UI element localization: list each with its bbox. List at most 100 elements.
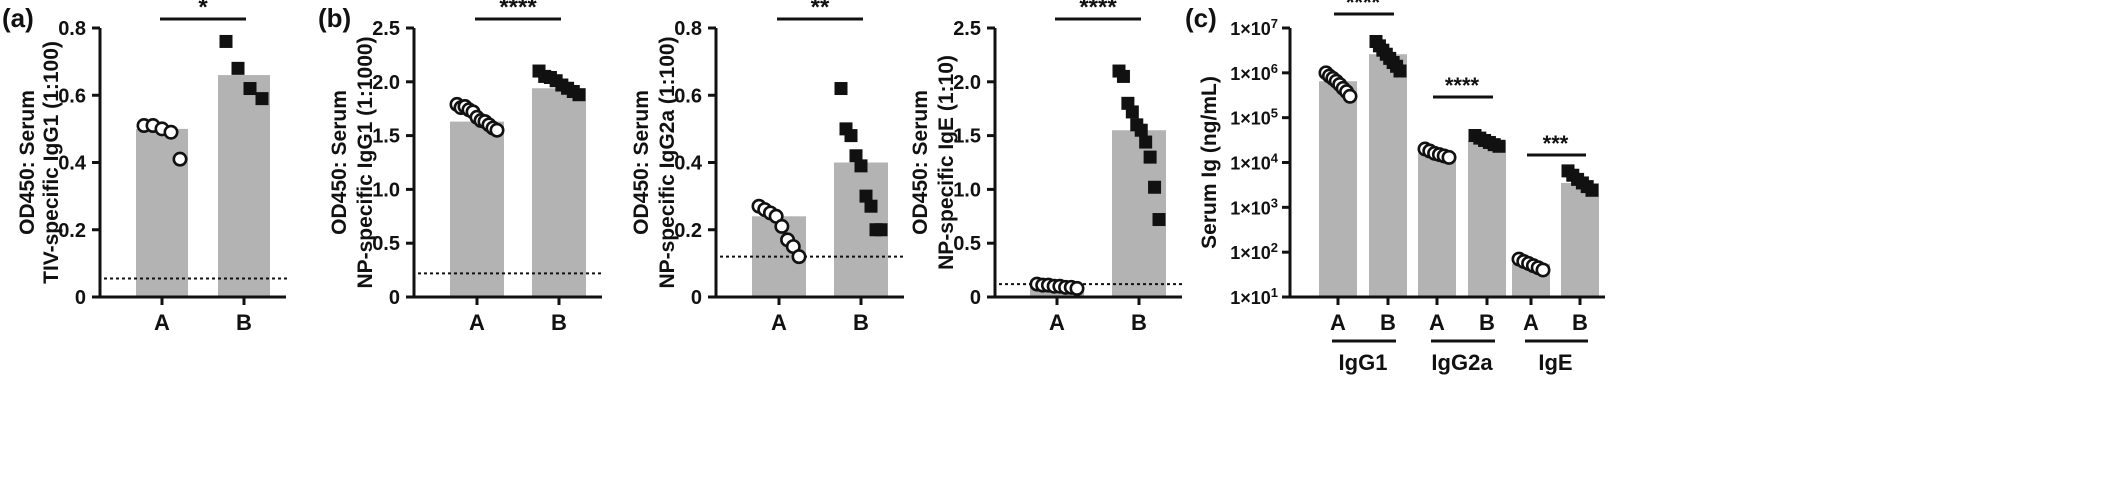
chart-a: 0 0.2 0.4 0.6 0.8 A B OD450: Serum TIV-specific … xyxy=(16,0,290,335)
data-point xyxy=(864,199,878,213)
data-point xyxy=(1393,64,1407,78)
panel-label-b: (b) xyxy=(318,3,352,33)
data-point xyxy=(849,149,863,163)
x-tick-label: B xyxy=(1479,310,1495,335)
bar-A xyxy=(450,121,504,297)
group-label: IgE xyxy=(1538,350,1572,375)
y-tick-label: 0 xyxy=(75,287,86,309)
y-axis-label: Serum Ig (ng/mL) xyxy=(1198,76,1221,249)
bar-B xyxy=(218,75,270,297)
y-axis-label: OD450: Serum xyxy=(630,90,653,235)
y-tick-label: 0.2 xyxy=(58,220,86,242)
x-tick-label: B xyxy=(1380,310,1396,335)
data-point xyxy=(489,122,505,138)
y-tick-label: 1×107 xyxy=(1230,16,1278,39)
data-point xyxy=(844,129,858,143)
y-tick-label: 1×104 xyxy=(1230,151,1279,174)
y-tick-label: 0.5 xyxy=(953,233,981,255)
x-tick-label: A xyxy=(1049,310,1065,335)
data-point xyxy=(1125,105,1139,119)
y-tick-label: 1×105 xyxy=(1230,106,1278,129)
data-point xyxy=(1441,149,1457,165)
x-tick-label: A xyxy=(1429,310,1445,335)
y-tick-label: 1×106 xyxy=(1230,61,1278,84)
y-tick-label: 1.0 xyxy=(372,179,400,201)
data-point xyxy=(1134,123,1148,137)
x-tick-label: B xyxy=(1131,310,1147,335)
chart-c-log: 1×101 1×102 1×103 1×104 1×105 1×106 1×107 Serum… xyxy=(1198,0,1605,375)
chart-b-ige: 0 0.5 1.0 1.5 2.0 2.5 A B OD450: Serum NP-specifi… xyxy=(909,0,1185,335)
data-point xyxy=(1342,88,1358,104)
y-axis-label: NP-specific IgG1 (1:1000) xyxy=(354,36,377,288)
x-tick-label: A xyxy=(154,310,170,335)
y-tick-label: 0.4 xyxy=(58,153,87,175)
data-point xyxy=(219,34,233,48)
y-tick-label: 0 xyxy=(389,287,400,309)
x-tick-label: A xyxy=(1330,310,1346,335)
significance-label: **** xyxy=(499,0,537,21)
y-axis-label: OD450: Serum xyxy=(330,90,351,235)
y-tick-label: 2.5 xyxy=(372,18,400,40)
y-axis-label: OD450: Serum xyxy=(909,90,932,235)
y-tick-label: 2.5 xyxy=(953,18,981,40)
data-point xyxy=(1139,135,1153,149)
group-label: IgG2a xyxy=(1431,350,1493,375)
y-tick-label: 0 xyxy=(691,287,702,309)
y-tick-label: 1.5 xyxy=(372,126,400,148)
x-tick-label: A xyxy=(771,310,787,335)
data-point xyxy=(1152,213,1166,227)
bar-A xyxy=(1418,153,1456,297)
data-point xyxy=(231,61,245,75)
data-point xyxy=(1116,69,1130,83)
y-tick-label: 1.0 xyxy=(953,179,981,201)
data-point xyxy=(172,151,188,167)
data-point xyxy=(854,159,868,173)
data-point xyxy=(255,92,269,106)
y-axis-label: TIV-specific IgG1 (1:100) xyxy=(40,41,63,284)
x-tick-label: B xyxy=(236,310,252,335)
data-point xyxy=(1492,139,1506,153)
data-point xyxy=(163,124,179,140)
y-tick-label: 0 xyxy=(970,287,981,309)
x-tick-label: A xyxy=(469,310,485,335)
data-point xyxy=(1069,280,1085,296)
data-point xyxy=(1143,150,1157,164)
data-point xyxy=(874,223,888,237)
significance-label: **** xyxy=(1346,0,1381,15)
y-tick-label: 0.8 xyxy=(58,18,86,40)
significance-label: *** xyxy=(1543,131,1569,156)
chart-b-igg2a: 0 0.2 0.4 0.6 0.8 A B OD450: Serum NP-specific I… xyxy=(630,0,906,335)
y-axis-label: NP-specific IgG2a (1:100) xyxy=(656,36,679,288)
x-tick-label: B xyxy=(1572,310,1588,335)
data-point xyxy=(834,82,848,96)
y-tick-label: 0.4 xyxy=(674,153,703,175)
y-tick-label: 1×101 xyxy=(1230,285,1278,308)
x-tick-label: B xyxy=(853,310,869,335)
significance-label: **** xyxy=(1445,73,1480,98)
bar-B xyxy=(1369,54,1407,297)
data-point xyxy=(1535,262,1551,278)
significance-label: ** xyxy=(811,0,830,21)
y-tick-label: 0.6 xyxy=(674,85,702,107)
significance-label: **** xyxy=(1079,0,1117,21)
panel-label-c: (c) xyxy=(1185,3,1217,33)
x-tick-label: A xyxy=(1523,310,1539,335)
data-point xyxy=(243,82,257,96)
data-point xyxy=(859,189,873,203)
chart-b-igg1: 0 0.5 1.0 1.5 2.0 2.5 A B OD450: Serum NP-specifi… xyxy=(330,0,604,335)
x-tick-label: B xyxy=(551,310,567,335)
y-axis-label: NP-specific IgE (1:10) xyxy=(935,55,958,270)
y-tick-label: 1×102 xyxy=(1230,240,1278,263)
group-label: IgG1 xyxy=(1339,350,1388,375)
data-point xyxy=(572,88,586,102)
y-tick-label: 1×103 xyxy=(1230,195,1278,218)
bar-B xyxy=(1561,182,1599,297)
data-point xyxy=(791,249,807,265)
data-point xyxy=(1148,180,1162,194)
y-tick-label: 1.5 xyxy=(953,126,981,148)
y-tick-label: 2.0 xyxy=(953,72,981,94)
bar-B xyxy=(532,88,586,297)
data-point xyxy=(774,218,790,234)
bar-A xyxy=(1319,81,1357,297)
